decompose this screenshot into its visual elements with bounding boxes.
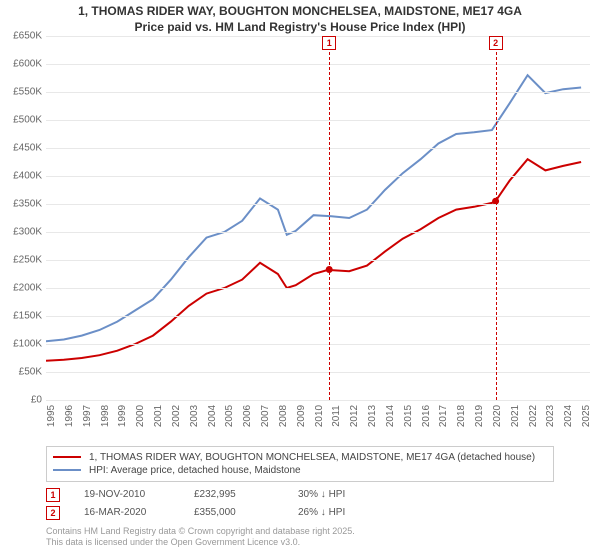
x-tick-label: 2012	[349, 404, 360, 426]
y-axis: £0£50K£100K£150K£200K£250K£300K£350K£400…	[4, 36, 46, 400]
chart-title-line1: 1, THOMAS RIDER WAY, BOUGHTON MONCHELSEA…	[0, 0, 600, 20]
gridline	[46, 92, 590, 93]
chart-title-line2: Price paid vs. HM Land Registry's House …	[0, 20, 600, 36]
x-tick-label: 2005	[224, 404, 235, 426]
series-hpi	[46, 75, 581, 341]
gridline	[46, 64, 590, 65]
y-tick-label: £400K	[13, 170, 42, 181]
x-tick-label: 2015	[403, 404, 414, 426]
gridline	[46, 232, 590, 233]
x-tick-label: 2013	[367, 404, 378, 426]
x-tick-label: 2017	[438, 404, 449, 426]
x-tick-label: 2022	[528, 404, 539, 426]
transaction-price: £355,000	[194, 507, 274, 518]
gridline	[46, 176, 590, 177]
transactions-table: 1 19-NOV-2010 £232,995 30% ↓ HPI 2 16-MAR-202…	[46, 486, 554, 522]
x-tick-label: 2010	[314, 404, 325, 426]
y-tick-label: £250K	[13, 254, 42, 265]
transaction-date: 19-NOV-2010	[84, 489, 170, 500]
x-tick-label: 2001	[153, 404, 164, 426]
y-tick-label: £450K	[13, 142, 42, 153]
transaction-date: 16-MAR-2020	[84, 507, 170, 518]
x-tick-label: 2003	[189, 404, 200, 426]
gridline	[46, 288, 590, 289]
y-tick-label: £0	[31, 394, 42, 405]
transaction-marker-box: 1	[322, 36, 336, 50]
legend-label: HPI: Average price, detached house, Maid…	[89, 465, 301, 476]
gridline	[46, 260, 590, 261]
y-tick-label: £500K	[13, 114, 42, 125]
gridline	[46, 204, 590, 205]
y-tick-label: £600K	[13, 58, 42, 69]
legend-item: HPI: Average price, detached house, Maid…	[53, 464, 547, 477]
x-tick-label: 2011	[331, 405, 342, 427]
transaction-price: £232,995	[194, 489, 274, 500]
x-tick-label: 2020	[492, 404, 503, 426]
x-tick-label: 2008	[278, 404, 289, 426]
x-tick-label: 2024	[563, 404, 574, 426]
x-tick-label: 2018	[456, 404, 467, 426]
footer-attribution: Contains HM Land Registry data © Crown c…	[46, 526, 554, 549]
x-tick-label: 2023	[545, 404, 556, 426]
x-tick-label: 1998	[100, 404, 111, 426]
x-axis: 1995 1996 1997 1998 1999 2000 2001 2002 2003 2004…	[46, 400, 590, 444]
gridline	[46, 120, 590, 121]
chart-container: 1, THOMAS RIDER WAY, BOUGHTON MONCHELSEA…	[0, 0, 600, 560]
x-tick-label: 2025	[581, 404, 592, 426]
transaction-row: 2 16-MAR-2020 £355,000 26% ↓ HPI	[46, 504, 554, 522]
transaction-row-marker: 2	[46, 506, 60, 520]
y-tick-label: £50K	[19, 366, 42, 377]
transaction-diff: 26% ↓ HPI	[298, 507, 388, 518]
x-tick-label: 2009	[296, 404, 307, 426]
transaction-marker-box: 2	[489, 36, 503, 50]
gridline	[46, 316, 590, 317]
x-tick-label: 2014	[385, 404, 396, 426]
y-tick-label: £300K	[13, 226, 42, 237]
footer-line1: Contains HM Land Registry data © Crown c…	[46, 526, 554, 538]
transaction-diff: 30% ↓ HPI	[298, 489, 388, 500]
legend-swatch	[53, 469, 81, 471]
legend-swatch	[53, 456, 81, 458]
footer-line2: This data is licensed under the Open Gov…	[46, 537, 554, 549]
transaction-marker-line	[329, 52, 330, 400]
x-tick-label: 1995	[46, 404, 57, 426]
plot-area: 12	[46, 36, 590, 400]
x-tick-label: 2004	[207, 404, 218, 426]
y-tick-label: £550K	[13, 86, 42, 97]
y-tick-label: £350K	[13, 198, 42, 209]
gridline	[46, 344, 590, 345]
legend: 1, THOMAS RIDER WAY, BOUGHTON MONCHELSEA…	[46, 446, 554, 482]
x-tick-label: 2002	[171, 404, 182, 426]
transaction-row-marker: 1	[46, 488, 60, 502]
x-tick-label: 2007	[260, 404, 271, 426]
y-tick-label: £100K	[13, 338, 42, 349]
transaction-marker-line	[496, 52, 497, 400]
x-tick-label: 2000	[135, 404, 146, 426]
gridline	[46, 36, 590, 37]
x-tick-label: 1999	[117, 404, 128, 426]
x-tick-label: 2006	[242, 404, 253, 426]
x-tick-label: 2021	[510, 404, 521, 426]
x-tick-label: 2016	[421, 404, 432, 426]
y-tick-label: £650K	[13, 30, 42, 41]
transaction-row: 1 19-NOV-2010 £232,995 30% ↓ HPI	[46, 486, 554, 504]
y-tick-label: £200K	[13, 282, 42, 293]
legend-label: 1, THOMAS RIDER WAY, BOUGHTON MONCHELSEA…	[89, 452, 535, 463]
legend-item: 1, THOMAS RIDER WAY, BOUGHTON MONCHELSEA…	[53, 451, 547, 464]
gridline	[46, 148, 590, 149]
x-tick-label: 1997	[82, 404, 93, 426]
chart-area: £0 £50K £100K £150K £200K £250K £300K £350K £400…	[4, 36, 596, 444]
x-tick-label: 2019	[474, 404, 485, 426]
y-tick-label: £150K	[13, 310, 42, 321]
x-tick-label: 1996	[64, 404, 75, 426]
chart-svg	[46, 36, 590, 400]
gridline	[46, 372, 590, 373]
